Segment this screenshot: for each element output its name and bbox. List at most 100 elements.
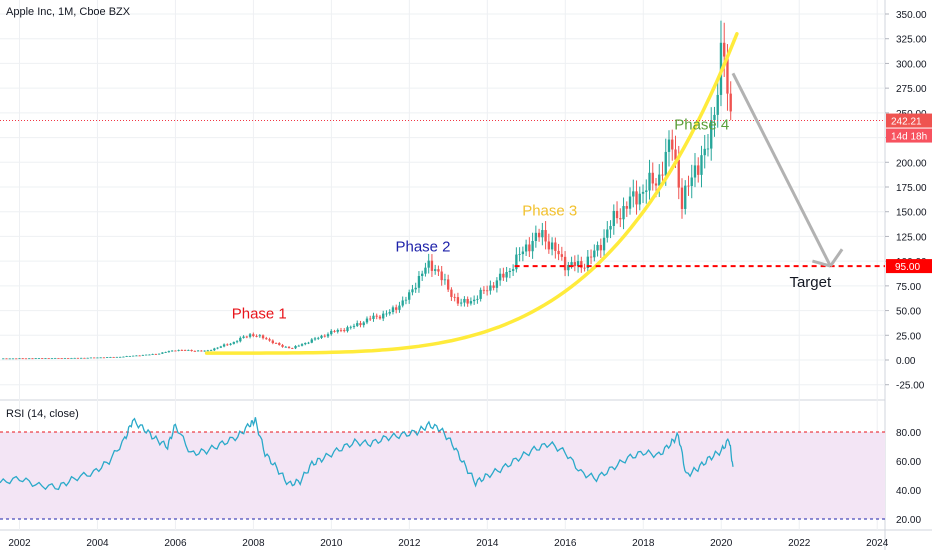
candle	[24, 358, 28, 360]
candle	[664, 151, 667, 176]
candle	[105, 357, 109, 359]
candle	[622, 206, 625, 220]
candle	[70, 358, 73, 359]
candle	[697, 165, 700, 175]
candle	[563, 256, 567, 271]
candle	[11, 358, 15, 360]
candle	[547, 241, 551, 250]
forecast-arrow	[731, 72, 832, 267]
candle	[5, 358, 8, 360]
candle	[391, 307, 395, 313]
countdown-badge	[886, 128, 932, 143]
candle	[602, 237, 606, 251]
candle	[456, 297, 460, 304]
candle	[213, 348, 216, 351]
candle	[411, 289, 414, 293]
candle	[593, 250, 596, 258]
candle	[167, 351, 171, 353]
candle	[528, 244, 531, 252]
candle	[346, 327, 349, 332]
x-tick-label: 2018	[632, 538, 655, 549]
candle	[378, 316, 382, 319]
candle	[274, 343, 278, 344]
candle	[466, 298, 469, 304]
candle	[200, 350, 203, 352]
candle	[226, 344, 229, 346]
candle	[128, 356, 132, 357]
candle	[170, 350, 174, 352]
candle	[395, 307, 398, 310]
candle	[174, 350, 177, 352]
candle	[651, 172, 654, 184]
candle	[209, 350, 213, 352]
candle	[619, 218, 622, 220]
x-tick-label: 2020	[710, 538, 733, 549]
candle	[187, 349, 190, 351]
candle	[203, 350, 206, 352]
candle	[109, 357, 112, 358]
candle	[304, 343, 307, 345]
candle	[492, 285, 495, 288]
candle	[658, 174, 661, 186]
candle	[50, 358, 54, 360]
candle	[580, 261, 583, 268]
candle	[693, 165, 697, 178]
candle	[589, 256, 593, 258]
candle	[239, 337, 242, 342]
candle	[472, 299, 476, 302]
candle	[521, 251, 525, 255]
candle	[674, 149, 677, 160]
rsi-title: RSI (14, close)	[6, 408, 79, 420]
candle	[365, 318, 369, 323]
candle	[317, 337, 320, 339]
candle	[485, 290, 489, 292]
candle	[635, 191, 638, 205]
candle	[414, 287, 417, 290]
last-price-badge	[886, 113, 932, 128]
candle	[229, 343, 232, 345]
candle	[638, 193, 641, 205]
candle	[180, 350, 184, 351]
x-tick-label: 2016	[554, 538, 577, 549]
forecast-arrow-head	[812, 259, 831, 268]
candle	[89, 357, 93, 359]
candle	[222, 344, 226, 347]
candle	[508, 270, 512, 273]
rsi-tick-label: 40.00	[896, 486, 921, 497]
price-axis[interactable]: 350.00325.00300.00275.00250.00225.00200.…	[8, 10, 932, 549]
candle	[375, 315, 378, 317]
candle	[144, 354, 148, 356]
candle	[369, 318, 372, 320]
candle	[661, 174, 664, 176]
candle	[73, 357, 76, 359]
candle	[99, 357, 102, 359]
candle	[531, 241, 534, 252]
candle	[362, 322, 365, 326]
candle	[67, 358, 70, 359]
last-price-label: 242.21	[891, 117, 922, 128]
candle	[518, 254, 521, 255]
x-tick-label: 2022	[788, 538, 811, 549]
candle	[131, 355, 135, 357]
y-tick-label: 75.00	[896, 282, 921, 293]
candle	[706, 148, 710, 150]
candle	[216, 347, 219, 349]
candle	[583, 267, 586, 269]
x-tick-label: 2014	[476, 538, 499, 549]
candle	[326, 334, 330, 337]
candle	[667, 139, 671, 152]
candle	[560, 254, 564, 257]
candle	[408, 292, 411, 300]
annotations-layer: Target Phase 1 Phase 2 Phase 3 Phase 4	[0, 32, 885, 355]
x-tick-label: 2012	[398, 538, 421, 549]
candle	[135, 355, 138, 357]
candle	[489, 285, 492, 291]
candle	[349, 326, 352, 328]
candle	[206, 350, 210, 352]
candle	[437, 269, 440, 272]
candle	[515, 254, 518, 270]
candle	[80, 357, 83, 359]
candle	[557, 250, 560, 255]
candle	[265, 338, 268, 340]
